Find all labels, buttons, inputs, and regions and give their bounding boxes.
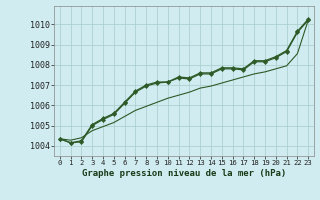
X-axis label: Graphe pression niveau de la mer (hPa): Graphe pression niveau de la mer (hPa) [82,169,286,178]
